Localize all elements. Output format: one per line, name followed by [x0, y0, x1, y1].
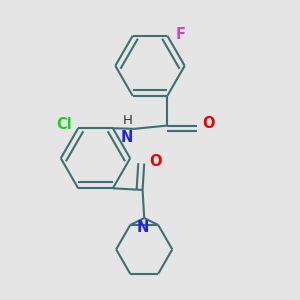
Text: O: O: [149, 154, 162, 169]
Text: F: F: [176, 27, 186, 42]
Text: N: N: [136, 220, 149, 235]
Text: Cl: Cl: [56, 117, 72, 132]
Text: H: H: [123, 114, 133, 127]
Text: N: N: [120, 130, 133, 146]
Text: O: O: [202, 116, 214, 131]
